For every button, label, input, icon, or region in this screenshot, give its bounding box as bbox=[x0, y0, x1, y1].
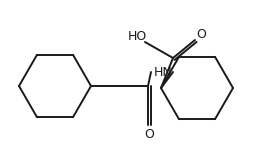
Text: O: O bbox=[144, 127, 154, 140]
Text: O: O bbox=[196, 29, 206, 42]
Text: HO: HO bbox=[127, 31, 147, 43]
Text: HN: HN bbox=[154, 66, 172, 79]
